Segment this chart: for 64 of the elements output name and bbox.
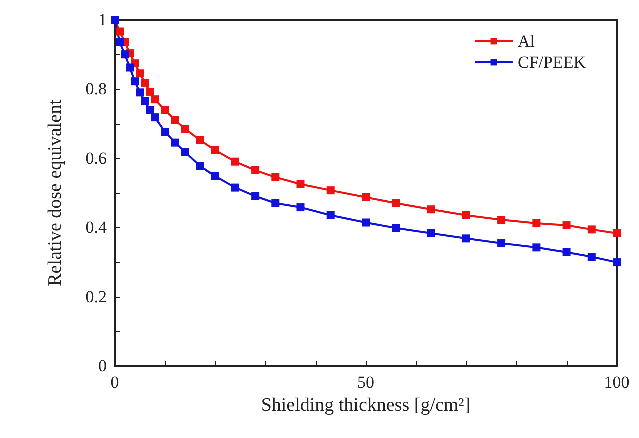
- point: [141, 78, 150, 87]
- x-tick-label: 50: [358, 373, 374, 392]
- point: [116, 38, 124, 46]
- point: [392, 224, 400, 232]
- point: [613, 258, 621, 267]
- point: [498, 240, 506, 248]
- point: [171, 116, 180, 124]
- point: [151, 114, 160, 122]
- y-tick-label: 1: [98, 10, 107, 30]
- point: [151, 96, 160, 104]
- point: [296, 204, 305, 212]
- point: [272, 199, 280, 208]
- point: [146, 88, 154, 96]
- point: [427, 206, 436, 214]
- point: [392, 199, 400, 208]
- point: [462, 211, 470, 220]
- point: [362, 194, 370, 202]
- y-tick-label: 0: [98, 356, 107, 376]
- point: [362, 218, 370, 227]
- x-tick-label: 0: [110, 373, 120, 392]
- point: [146, 106, 154, 114]
- legend-label: Al: [518, 32, 536, 51]
- point: [196, 162, 204, 170]
- point: [161, 106, 170, 114]
- point: [136, 88, 144, 97]
- x-tick-label: 100: [604, 373, 630, 392]
- point: [498, 216, 506, 224]
- point: [121, 50, 130, 59]
- point: [326, 211, 335, 220]
- y-tick-label: 0.4: [86, 218, 108, 238]
- y-axis-title: Relative dose equivalent: [45, 98, 66, 286]
- y-tick-label: 0.6: [86, 148, 107, 168]
- point: [613, 229, 621, 238]
- point: [171, 138, 180, 147]
- point: [211, 146, 220, 154]
- point: [126, 64, 134, 72]
- point: [252, 166, 260, 175]
- point: [562, 222, 571, 230]
- point: [231, 158, 240, 166]
- point: [326, 186, 335, 195]
- point: [136, 70, 144, 78]
- point: [116, 28, 124, 36]
- point: [196, 136, 204, 144]
- y-tick-label: 0.2: [86, 287, 107, 306]
- point: [462, 234, 470, 243]
- y-tick-label: 0.8: [86, 80, 107, 99]
- point: [588, 253, 596, 262]
- point: [161, 128, 170, 136]
- point: [131, 78, 140, 86]
- point: [427, 229, 436, 238]
- point: [181, 148, 190, 156]
- point: [231, 184, 240, 192]
- legend-label: CF/PEEK: [518, 53, 587, 72]
- x-axis-title: Shielding thickness [g/cm²]: [261, 395, 471, 416]
- point: [588, 226, 596, 234]
- point: [141, 97, 150, 106]
- point: [296, 180, 305, 188]
- point: [532, 244, 541, 252]
- point: [532, 219, 541, 228]
- point: [211, 172, 220, 180]
- point: [252, 192, 260, 200]
- point: [562, 248, 571, 257]
- point: [272, 173, 280, 182]
- point: [181, 124, 190, 133]
